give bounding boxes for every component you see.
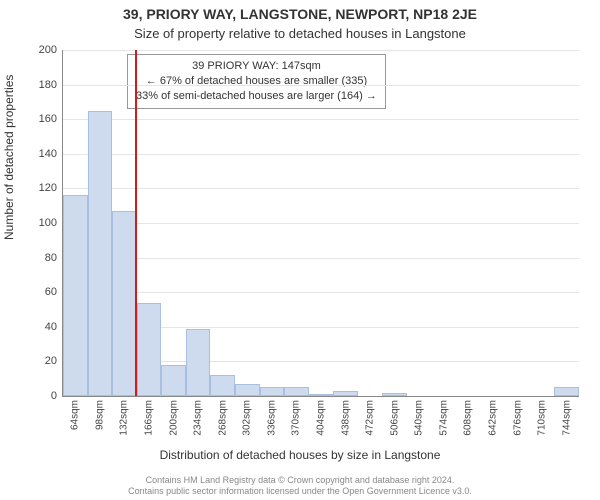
x-tick-label: 540sqm [414,400,425,436]
histogram-bar [260,387,285,396]
gridline [63,292,579,293]
x-tick-label: 744sqm [561,400,572,436]
x-tick-label: 438sqm [340,400,351,436]
x-tick-label: 404sqm [316,400,327,436]
x-axis-label: Distribution of detached houses by size … [0,448,600,462]
histogram-bar [137,303,162,396]
x-tick-label: 98sqm [94,400,105,430]
histogram-bar [309,394,334,396]
y-tick-label: 200 [39,44,63,56]
gridline [63,223,579,224]
x-tick-label: 608sqm [463,400,474,436]
y-tick-label: 0 [51,390,63,402]
gridline [63,188,579,189]
histogram-bar [88,111,113,396]
histogram-bar [382,393,407,396]
x-tick-label: 676sqm [512,400,523,436]
property-marker-line [135,50,137,396]
x-tick-label: 64sqm [70,400,81,430]
histogram-bar [112,211,137,396]
gridline [63,154,579,155]
histogram-bar [186,329,211,396]
gridline [63,258,579,259]
x-tick-label: 200sqm [168,400,179,436]
chart-title-address: 39, PRIORY WAY, LANGSTONE, NEWPORT, NP18… [0,6,600,22]
y-tick-label: 20 [45,355,63,367]
annotation-line-1: 39 PRIORY WAY: 147sqm [136,59,377,74]
gridline [63,119,579,120]
x-tick-label: 336sqm [266,400,277,436]
x-tick-label: 506sqm [389,400,400,436]
attribution-line-2: Contains public sector information licen… [0,486,600,497]
y-tick-label: 160 [39,113,63,125]
histogram-bar [235,384,260,396]
y-tick-label: 180 [39,79,63,91]
chart-plot-area: 39 PRIORY WAY: 147sqm ← 67% of detached … [62,50,579,397]
x-tick-label: 642sqm [488,400,499,436]
y-tick-label: 100 [39,217,63,229]
annotation-line-2: ← 67% of detached houses are smaller (33… [136,74,377,89]
histogram-bar [210,375,235,396]
y-tick-label: 120 [39,182,63,194]
y-tick-label: 140 [39,148,63,160]
histogram-bar [333,391,358,396]
attribution-line-1: Contains HM Land Registry data © Crown c… [0,475,600,486]
x-tick-label: 370sqm [291,400,302,436]
annotation-line-3: 33% of semi-detached houses are larger (… [136,89,377,104]
histogram-bar [161,365,186,396]
x-tick-label: 302sqm [242,400,253,436]
histogram-bar [554,387,579,396]
y-tick-label: 40 [45,321,63,333]
y-axis-label: Number of detached properties [2,75,16,240]
property-annotation-box: 39 PRIORY WAY: 147sqm ← 67% of detached … [127,54,386,109]
y-tick-label: 60 [45,286,63,298]
x-tick-label: 268sqm [217,400,228,436]
x-tick-label: 574sqm [438,400,449,436]
chart-subtitle: Size of property relative to detached ho… [0,26,600,41]
x-tick-label: 132sqm [119,400,130,436]
histogram-bar [284,387,309,396]
x-tick-label: 472sqm [365,400,376,436]
attribution-text: Contains HM Land Registry data © Crown c… [0,475,600,497]
x-tick-label: 166sqm [144,400,155,436]
x-tick-label: 710sqm [537,400,548,436]
y-tick-label: 80 [45,252,63,264]
histogram-bar [63,195,88,396]
gridline [63,50,579,51]
gridline [63,85,579,86]
x-tick-label: 234sqm [193,400,204,436]
